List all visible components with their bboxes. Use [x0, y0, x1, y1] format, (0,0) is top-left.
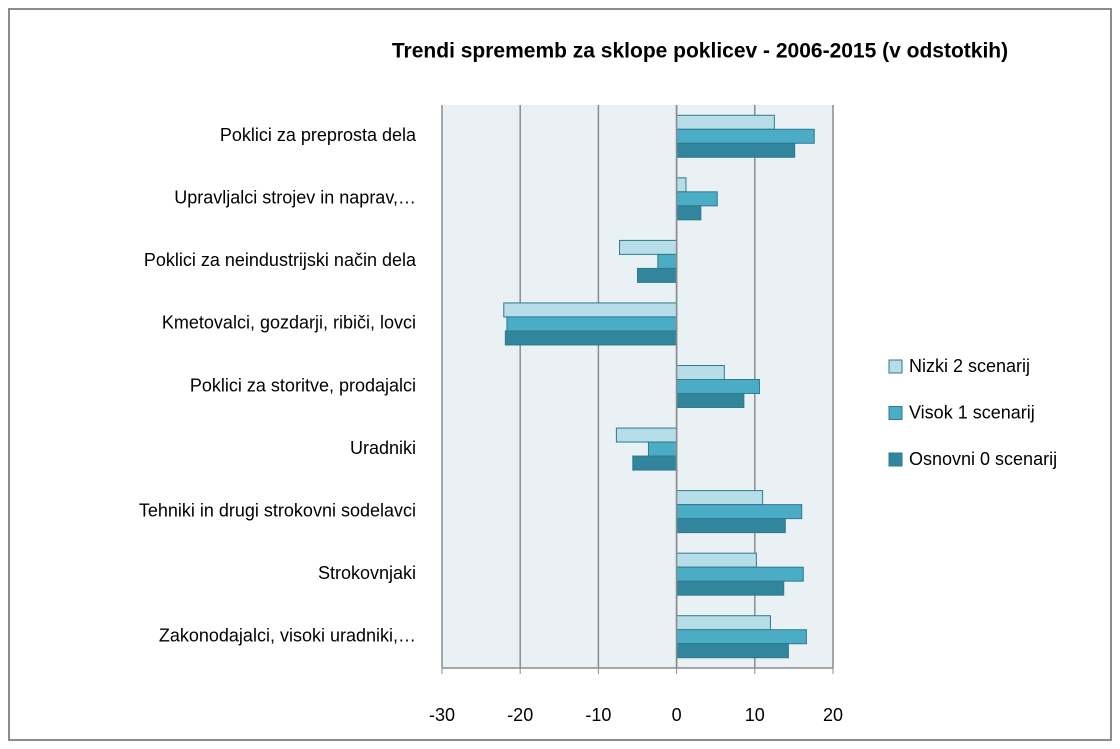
bar: [632, 455, 678, 471]
bar: [676, 205, 702, 221]
legend-swatch: [888, 452, 903, 467]
bar: [676, 580, 785, 596]
y-tick-label: Kmetovalci, gozdarji, ribiči, lovci: [162, 313, 416, 333]
y-tick-label: Poklici za preprosta dela: [220, 125, 417, 145]
bar: [676, 518, 786, 534]
legend-label: Nizki 2 scenarij: [909, 356, 1030, 376]
bar: [615, 427, 678, 443]
bar: [676, 615, 771, 631]
x-tick-label: -30: [429, 705, 455, 725]
bar: [676, 114, 775, 130]
bar: [676, 490, 764, 506]
legend-swatch: [888, 406, 903, 420]
bar: [506, 316, 678, 332]
y-tick-label: Poklici za neindustrijski način dela: [144, 250, 417, 270]
legend-label: Visok 1 scenarij: [909, 402, 1035, 422]
x-tick-label: -20: [507, 705, 533, 725]
y-tick-label: Uradniki: [350, 438, 416, 458]
bar: [676, 552, 757, 568]
x-tick-label: -10: [585, 705, 611, 725]
bar: [504, 330, 678, 346]
bar: [676, 365, 725, 380]
y-tick-label: Tehniki in drugi strokovni sodelavci: [139, 500, 416, 520]
y-tick-label: Strokovnjaki: [318, 563, 416, 583]
x-tick-label: 10: [745, 705, 765, 725]
bar: [619, 239, 678, 255]
bar: [676, 629, 807, 645]
x-tick-label: 0: [672, 705, 682, 725]
bar: [503, 302, 678, 318]
bar: [647, 441, 678, 457]
bar: [676, 379, 760, 394]
bar: [676, 504, 803, 520]
bar: [637, 267, 678, 283]
legend-label: Osnovni 0 scenarij: [909, 449, 1057, 469]
y-tick-label: Poklici za storitve, prodajalci: [190, 375, 416, 395]
bar: [676, 393, 745, 408]
legend-swatch: [888, 359, 903, 374]
bar: [657, 253, 678, 269]
chart-title: Trendi sprememb za sklope poklicev - 200…: [392, 40, 1008, 63]
bar: [676, 142, 796, 158]
y-tick-label: Zakonodajalci, visoki uradniki,…: [159, 625, 416, 645]
bar: [676, 191, 718, 207]
bar: [676, 566, 804, 582]
x-tick-label: 20: [823, 705, 843, 725]
bar: [676, 128, 815, 144]
bar: [676, 177, 687, 193]
y-tick-label: Upravljalci strojev in naprav,…: [174, 188, 416, 208]
bar: [676, 643, 789, 659]
